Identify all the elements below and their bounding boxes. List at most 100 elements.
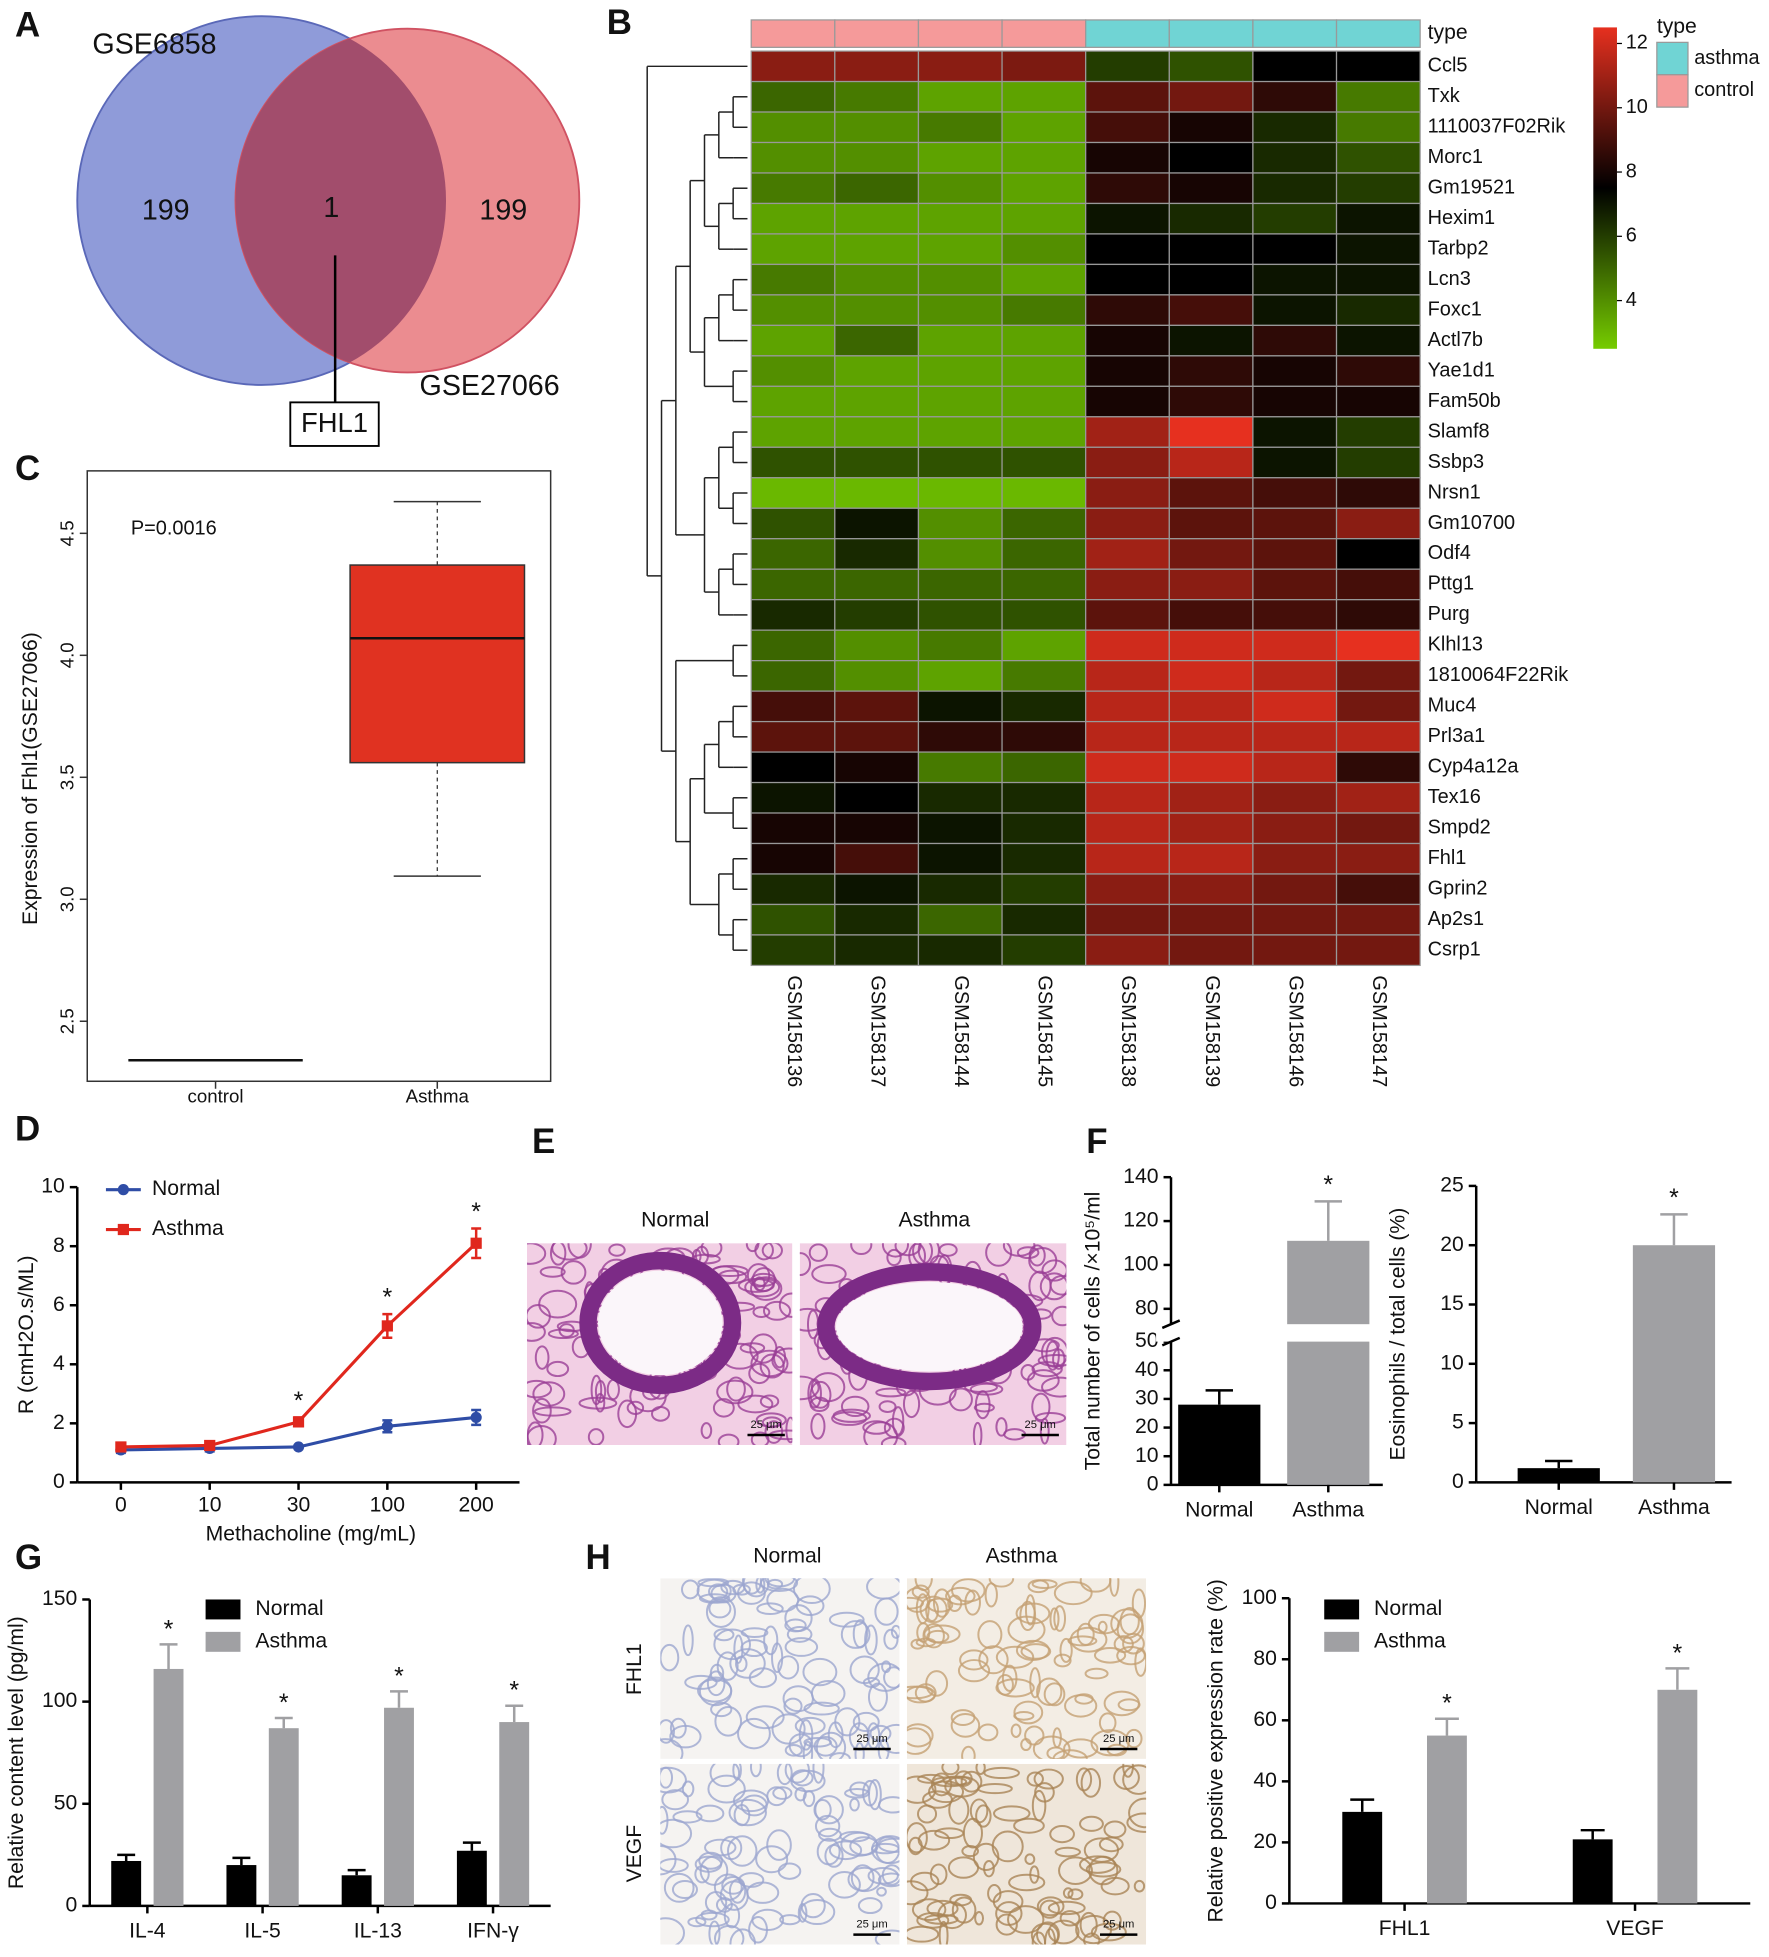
image-texture bbox=[802, 1657, 838, 1687]
image-texture bbox=[923, 1624, 961, 1644]
image-texture bbox=[532, 1397, 552, 1424]
heatmap-cell bbox=[750, 141, 836, 174]
heatmap-cell bbox=[1252, 446, 1338, 479]
error-bar bbox=[1434, 1717, 1459, 1736]
row-label: Fam50b bbox=[1428, 390, 1501, 412]
heatmap-cell bbox=[917, 629, 1003, 662]
heatmap-cell bbox=[1335, 50, 1421, 83]
bar bbox=[1178, 1404, 1261, 1485]
image-texture bbox=[869, 1724, 892, 1743]
scale-bar-label: 25 μm bbox=[1103, 1919, 1134, 1931]
y-tick-label: 40 bbox=[1135, 1358, 1159, 1381]
image-texture bbox=[1054, 1846, 1081, 1858]
heatmap-cell bbox=[917, 507, 1003, 540]
heatmap-cell bbox=[1085, 568, 1170, 601]
heatmap-cell bbox=[1085, 903, 1170, 936]
column-label: GSM158137 bbox=[866, 975, 888, 1087]
heatmap-cell bbox=[1252, 751, 1338, 784]
legend-swatch bbox=[1656, 41, 1689, 76]
image-texture bbox=[1052, 1727, 1062, 1749]
image-texture bbox=[772, 1786, 793, 1800]
heatmap-cell bbox=[1335, 111, 1421, 144]
image-texture bbox=[809, 1396, 830, 1412]
image-texture bbox=[748, 1362, 771, 1385]
marker bbox=[292, 1416, 305, 1428]
significance: * bbox=[1673, 1639, 1683, 1667]
image-texture bbox=[720, 1579, 746, 1596]
image-texture bbox=[996, 1673, 1014, 1696]
y-tick-label: 100 bbox=[1123, 1253, 1158, 1276]
image-texture bbox=[1032, 1735, 1071, 1759]
row-label: Purg bbox=[1428, 603, 1470, 625]
x-tick-label: Asthma bbox=[1292, 1499, 1364, 1522]
heatmap-cell bbox=[1252, 903, 1338, 936]
legend-label: Normal bbox=[1374, 1597, 1442, 1620]
heatmap-cell bbox=[1001, 903, 1087, 936]
image-texture bbox=[938, 1920, 949, 1945]
image-texture bbox=[961, 1845, 979, 1858]
bar bbox=[1632, 1245, 1716, 1483]
heatmap-cell bbox=[1335, 781, 1421, 814]
heatmap-cell bbox=[917, 446, 1003, 479]
heatmap-cell bbox=[1168, 385, 1254, 418]
legend-label: Asthma bbox=[152, 1217, 224, 1240]
image-texture bbox=[737, 1394, 774, 1414]
image-texture bbox=[877, 1872, 900, 1888]
x-tick-label: IL-5 bbox=[244, 1920, 280, 1943]
image-texture bbox=[828, 1840, 863, 1861]
heatmap-cell bbox=[1085, 507, 1170, 540]
heatmap-cell bbox=[1335, 385, 1421, 418]
significance: * bbox=[279, 1689, 289, 1717]
heatmap-cell bbox=[1168, 599, 1254, 631]
y-axis-label: Relative positive expression rate (%) bbox=[1205, 1579, 1228, 1922]
image-texture bbox=[1067, 1888, 1084, 1901]
panel-label: A bbox=[15, 6, 40, 45]
significance: * bbox=[1442, 1690, 1452, 1718]
heatmap-cell bbox=[1252, 599, 1338, 631]
image-texture bbox=[911, 1584, 930, 1599]
heatmap-cell bbox=[1001, 294, 1087, 327]
image-texture bbox=[883, 1666, 900, 1689]
heatmap-cell bbox=[1168, 446, 1254, 479]
image-texture bbox=[1047, 1900, 1086, 1916]
heatmap-cell bbox=[834, 812, 920, 845]
legend-title: type bbox=[1657, 15, 1697, 38]
image-texture bbox=[995, 1913, 1018, 1936]
heatmap-cell bbox=[834, 599, 920, 631]
heatmap-cell bbox=[1168, 568, 1254, 601]
image-texture bbox=[950, 1709, 976, 1726]
error-bar bbox=[390, 1690, 408, 1708]
error-bar bbox=[274, 1716, 293, 1729]
heatmap-cell bbox=[834, 507, 920, 540]
image-texture bbox=[828, 1870, 861, 1899]
image-texture bbox=[771, 1347, 793, 1374]
image-texture bbox=[1031, 1579, 1058, 1590]
image-texture bbox=[808, 1243, 828, 1262]
heatmap-cell bbox=[1335, 629, 1421, 662]
y-tick-label: 120 bbox=[1123, 1209, 1158, 1232]
heatmap-cell bbox=[1001, 507, 1087, 540]
heatmap-cell bbox=[917, 324, 1003, 357]
heatmap-cell bbox=[750, 781, 836, 814]
image-texture bbox=[854, 1741, 865, 1759]
image-texture bbox=[687, 1916, 707, 1928]
image-texture bbox=[906, 1822, 928, 1854]
heatmap-cell bbox=[1252, 842, 1338, 875]
significance: * bbox=[1323, 1171, 1333, 1199]
image-texture bbox=[761, 1243, 783, 1260]
image-texture bbox=[902, 1389, 921, 1419]
image-texture bbox=[961, 1745, 976, 1759]
error-bar bbox=[462, 1841, 481, 1851]
heatmap-cell bbox=[834, 233, 920, 266]
image-texture bbox=[1024, 1853, 1036, 1865]
row-label: Odf4 bbox=[1428, 542, 1471, 564]
heatmap-cell bbox=[1335, 538, 1421, 570]
heatmap-cell bbox=[1085, 385, 1170, 418]
legend-swatch bbox=[205, 1599, 241, 1620]
row-label: Slamf8 bbox=[1428, 420, 1490, 442]
overlap-label: FHL1 bbox=[301, 407, 368, 438]
venn-overlap bbox=[235, 28, 447, 373]
heatmap-cell bbox=[1252, 629, 1338, 662]
y-tick-label: 0 bbox=[66, 1894, 78, 1917]
image-texture bbox=[749, 1763, 762, 1778]
